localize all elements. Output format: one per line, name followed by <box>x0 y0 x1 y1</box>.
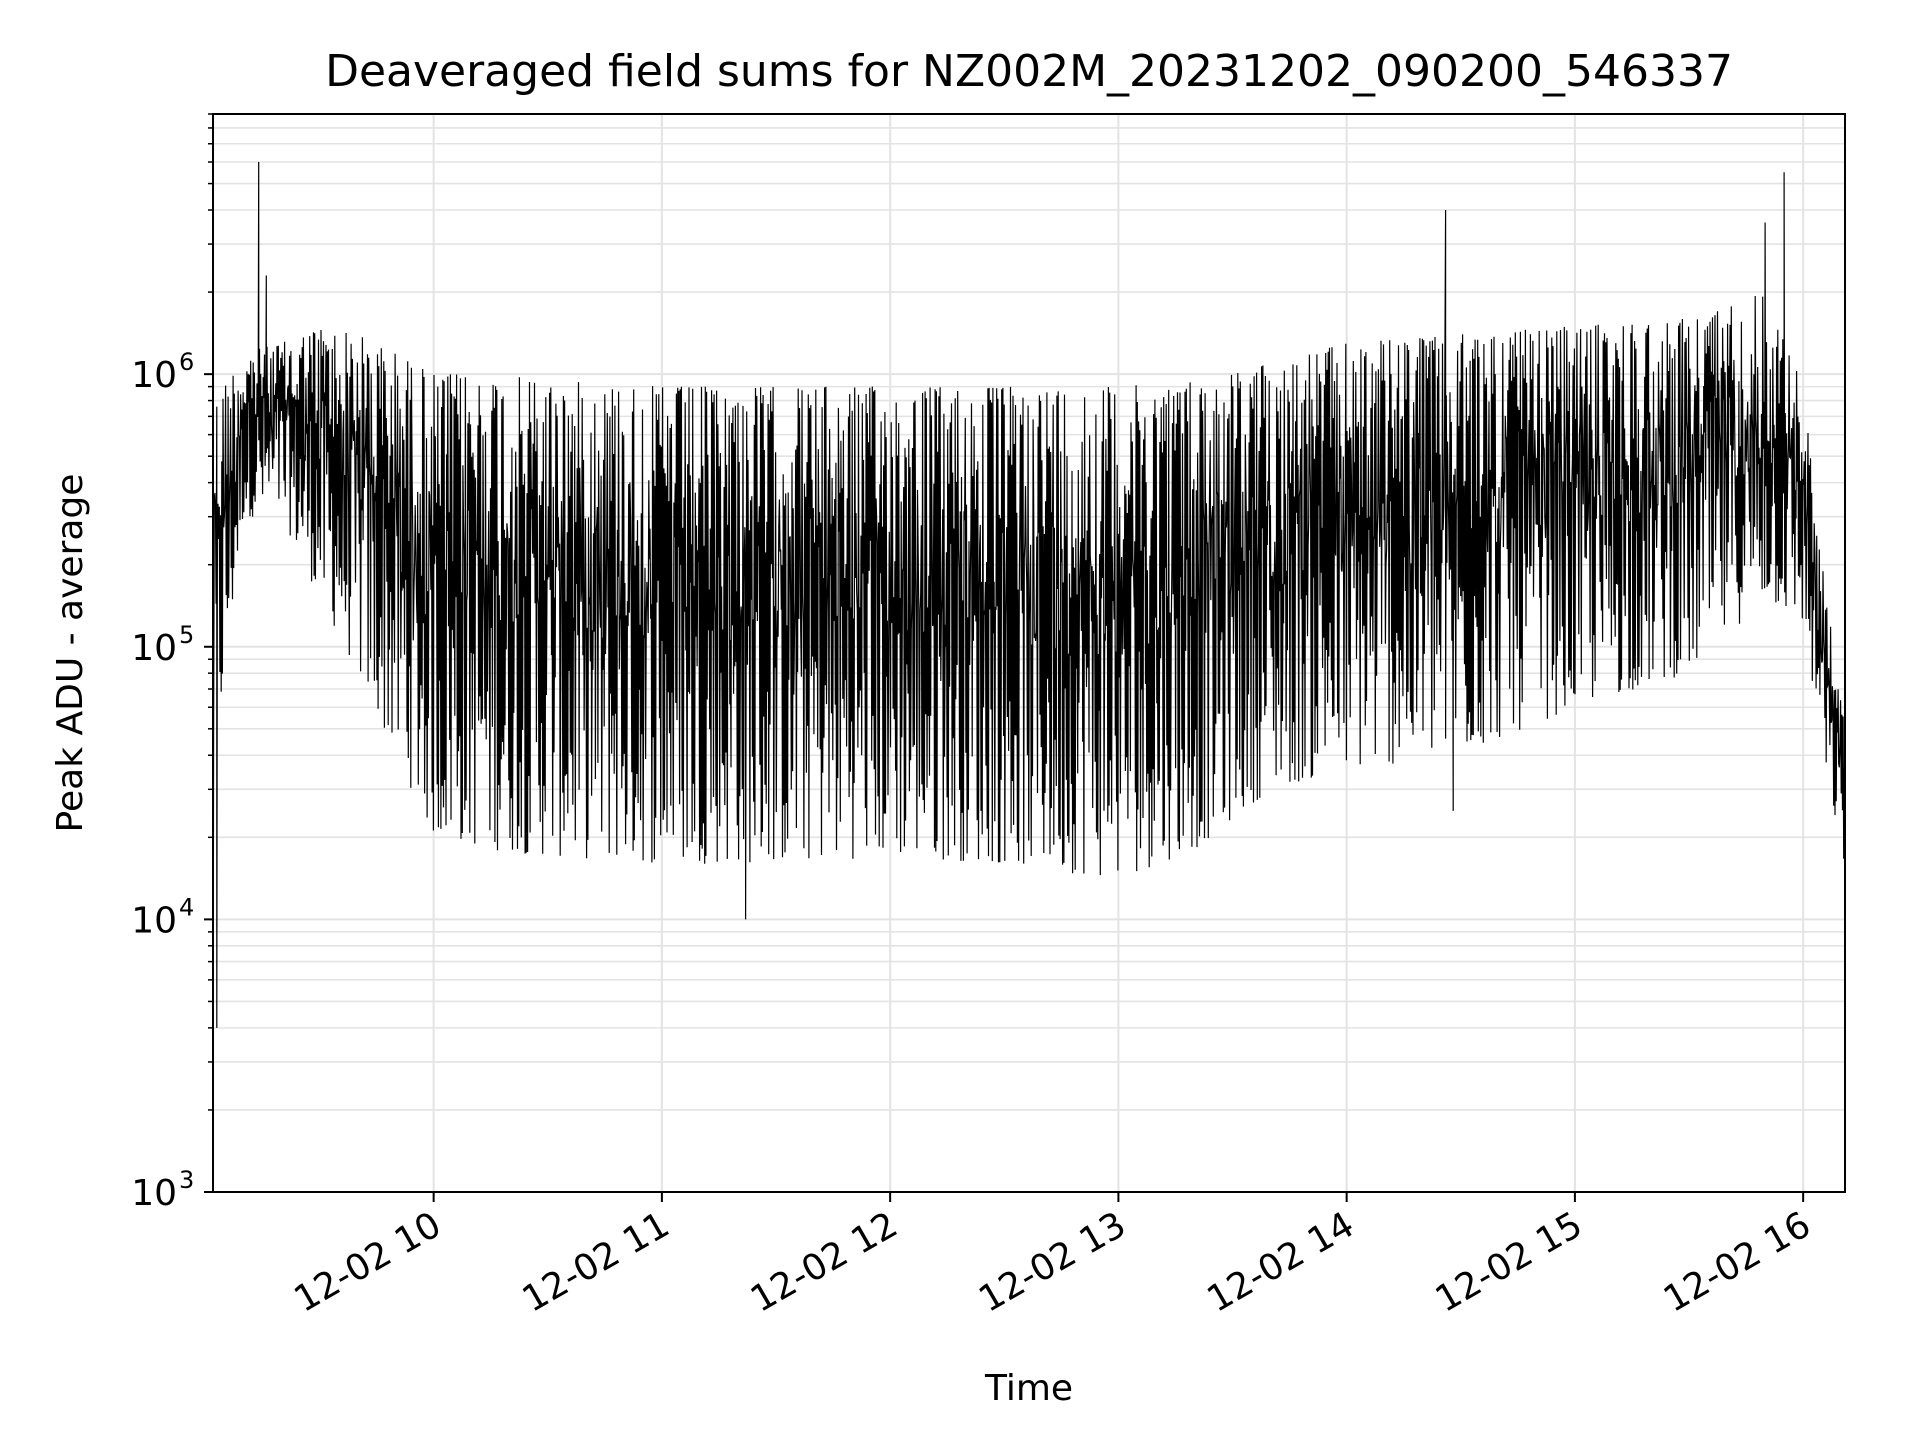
plot-frame <box>212 113 1846 1193</box>
x-axis-label: Time <box>984 1368 1073 1409</box>
y-tick-label: 10 <box>131 355 177 396</box>
plot-area <box>213 161 1845 1145</box>
series-line <box>213 161 1845 1145</box>
y-tick-label: 10 <box>131 628 177 669</box>
y-tick-exponent: 4 <box>179 893 194 921</box>
y-tick-exponent: 5 <box>179 621 194 649</box>
y-tick-exponent: 3 <box>179 1166 194 1194</box>
y-tick-label: 10 <box>131 1173 177 1214</box>
y-axis-label: Peak ADU - average <box>50 474 91 833</box>
chart-title: Deaveraged field sums for NZ002M_2023120… <box>325 46 1733 97</box>
y-tick-label: 10 <box>131 900 177 941</box>
y-tick-exponent: 6 <box>179 348 194 376</box>
